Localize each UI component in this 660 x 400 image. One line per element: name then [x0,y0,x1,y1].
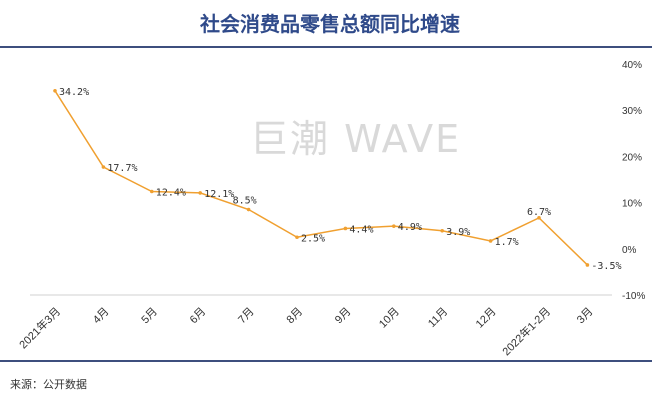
y-tick-label: 40% [622,60,642,71]
data-point [488,239,493,243]
data-label: 2.5% [301,233,325,244]
chart-title: 社会消费品零售总额同比增速 [200,12,460,36]
x-tick-label: 11月 [426,306,450,330]
source-note: 来源：公开数据 [10,378,87,391]
y-tick-label: -10% [622,291,645,302]
x-tick-label: 12月 [474,306,499,331]
data-label: -3.5% [591,261,621,272]
data-label: 34.2% [59,87,89,98]
y-tick-label: 0% [622,245,637,256]
x-tick-label: 8月 [285,306,306,327]
data-point [295,235,299,240]
data-label: 12.1% [204,189,234,200]
y-tick-label: 10% [622,199,642,210]
data-point [440,228,445,233]
data-label: 6.7% [527,207,551,218]
bottom-divider [0,360,652,362]
data-label: 12.4% [156,188,186,199]
x-tick-label: 10月 [377,306,402,331]
x-tick-label: 2022年1-2月 [499,304,553,358]
series-line [54,90,588,266]
data-point [246,207,251,212]
x-tick-label: 5月 [139,306,160,327]
y-tick-label: 20% [622,152,642,163]
data-label: 4.4% [349,224,373,235]
x-tick-label: 3月 [575,306,596,327]
x-tick-label: 9月 [333,306,354,327]
x-tick-label: 6月 [188,306,209,327]
watermark: 巨潮 WAVE [250,117,462,161]
top-divider [0,46,652,48]
data-point [101,165,106,169]
data-point [53,88,57,93]
data-label: 17.7% [107,163,137,174]
data-point [198,191,202,195]
data-point [343,226,348,231]
x-tick-label: 2021年3月 [16,304,63,351]
y-tick-label: 30% [622,106,642,117]
data-label: 8.5% [233,196,257,207]
data-point [537,216,541,220]
data-label: 3.9% [446,227,470,238]
data-label: 4.9% [398,222,422,233]
x-tick-label: 4月 [91,306,112,327]
data-point [150,189,154,194]
x-tick-label: 7月 [236,306,257,327]
data-point [392,224,396,228]
data-label: 1.7% [495,237,519,248]
data-point [585,263,590,267]
